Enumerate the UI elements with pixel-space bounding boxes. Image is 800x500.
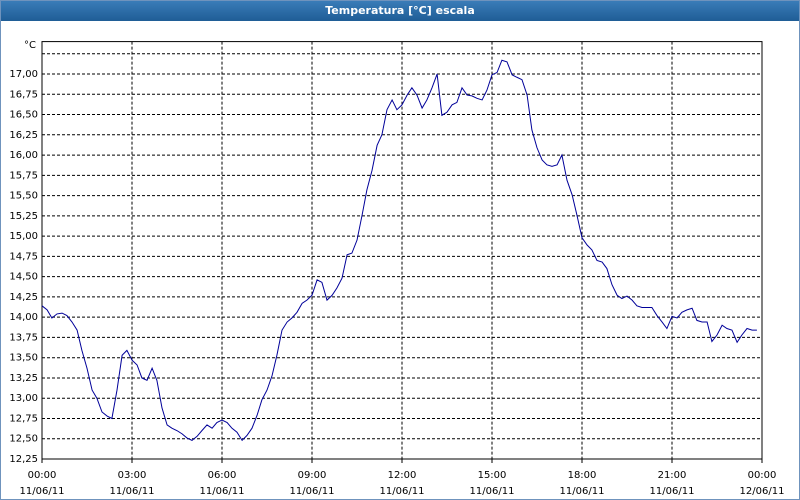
y-tick-label: 15,50: [9, 191, 38, 202]
y-tick-label: 12,50: [9, 434, 38, 445]
x-tick-label: 00:00: [748, 470, 777, 481]
x-tick-date: 11/06/11: [560, 486, 605, 497]
y-tick-label: 16,00: [9, 150, 38, 161]
title-bar: Temperatura [°C] escala: [1, 1, 799, 21]
y-unit-label: °C: [24, 40, 36, 51]
y-tick-label: 16,75: [9, 89, 38, 100]
y-tick-label: 14,00: [9, 312, 38, 323]
x-tick-date: 11/06/11: [20, 486, 65, 497]
y-tick-label: 16,25: [9, 130, 38, 141]
plot-border: [41, 41, 763, 460]
y-tick-label: 14,50: [9, 272, 38, 283]
y-tick-label: 13,25: [9, 373, 38, 384]
x-tick-label: 09:00: [298, 470, 327, 481]
x-tick-label: 21:00: [658, 470, 687, 481]
x-tick-label: 12:00: [388, 470, 417, 481]
x-tick-date: 11/06/11: [110, 486, 155, 497]
y-tick-label: 15,75: [9, 170, 38, 181]
x-tick-date: 11/06/11: [290, 486, 335, 497]
x-tick-date: 11/06/11: [380, 486, 425, 497]
y-tick-label: 14,75: [9, 251, 38, 262]
temperature-line: [41, 59, 757, 442]
x-tick-label: 03:00: [118, 470, 147, 481]
x-tick-date: 11/06/11: [470, 486, 515, 497]
y-tick-label: 12,75: [9, 413, 38, 424]
x-tick-date: 11/06/11: [650, 486, 695, 497]
y-tick-label: 17,00: [9, 69, 38, 80]
x-tick-label: 18:00: [568, 470, 597, 481]
y-tick-label: 15,00: [9, 231, 38, 242]
x-tick-label: 06:00: [208, 470, 237, 481]
x-tick-date: 12/06/11: [740, 486, 785, 497]
x-tick-label: 15:00: [478, 470, 507, 481]
y-tick-label: 12,25: [9, 454, 38, 465]
y-tick-label: 14,25: [9, 292, 38, 303]
x-tick-label: 00:00: [28, 470, 57, 481]
y-tick-label: 16,50: [9, 110, 38, 121]
y-tick-label: 13,00: [9, 393, 38, 404]
y-tick-label: 13,75: [9, 332, 38, 343]
y-tick-label: 13,50: [9, 353, 38, 364]
y-tick-label: 15,25: [9, 211, 38, 222]
x-tick-date: 11/06/11: [200, 486, 245, 497]
